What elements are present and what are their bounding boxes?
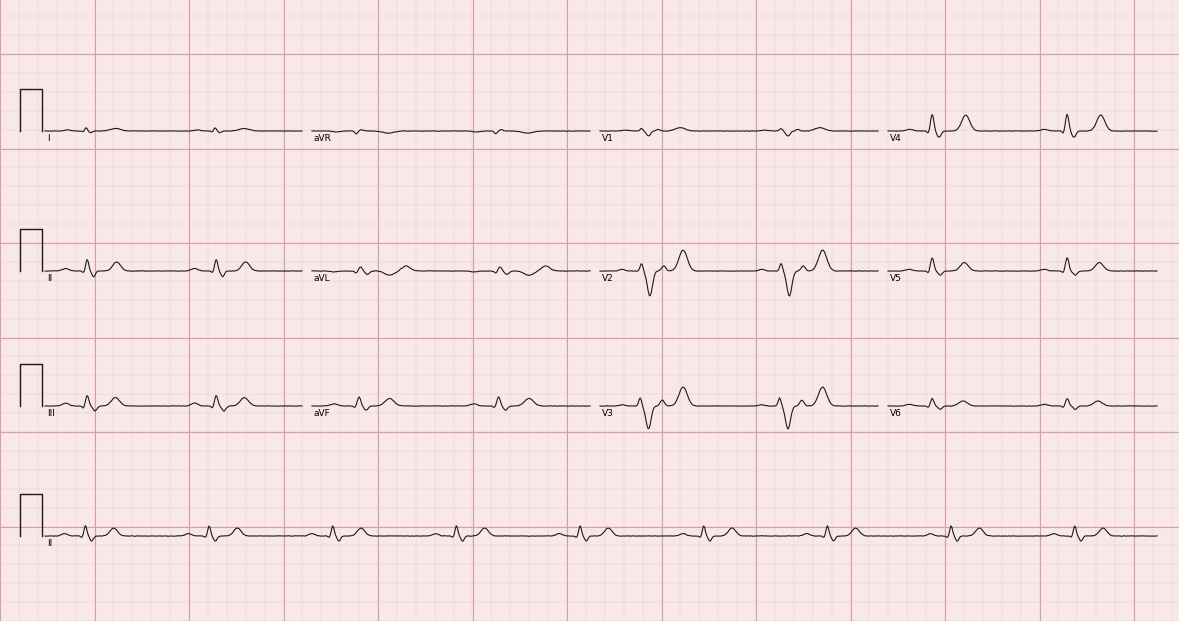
Text: aVR: aVR (314, 134, 331, 143)
Text: V6: V6 (890, 409, 902, 418)
Text: aVF: aVF (314, 409, 331, 418)
Text: II: II (47, 539, 52, 548)
Text: V4: V4 (890, 134, 902, 143)
Text: aVL: aVL (314, 274, 330, 283)
Text: II: II (47, 274, 52, 283)
Text: V1: V1 (602, 134, 614, 143)
Text: III: III (47, 409, 55, 418)
Text: V2: V2 (602, 274, 614, 283)
Text: V5: V5 (890, 274, 902, 283)
Text: V3: V3 (602, 409, 614, 418)
Text: I: I (47, 134, 50, 143)
